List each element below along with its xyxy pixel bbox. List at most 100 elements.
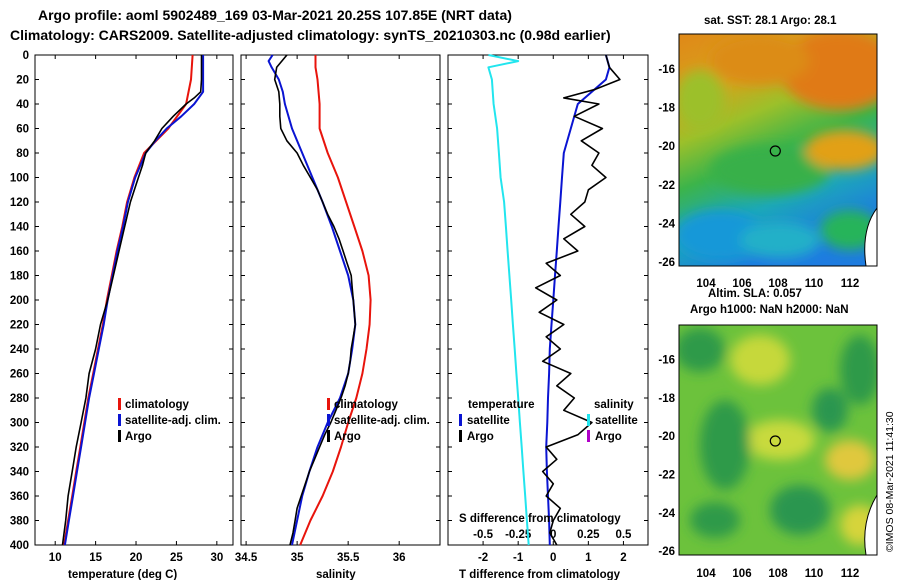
sst-map-y-tick-label: -26 [658, 257, 675, 269]
sst-map-x-tick-label: 112 [841, 278, 860, 290]
salinity-xlabel: salinity [316, 569, 356, 580]
sla-map-frame [678, 324, 878, 556]
legend-label-climatology: climatology [334, 399, 399, 411]
figure-title-line2: Climatology: CARS2009. Satellite-adjuste… [10, 27, 611, 43]
sst-map-y-tick-label: -22 [658, 180, 675, 192]
difference-x-tick-label: 0 [550, 552, 556, 564]
figure-title-line1: Argo profile: aoml 5902489_169 03-Mar-20… [38, 7, 512, 23]
legend-label-s-satellite: satellite [595, 415, 638, 427]
y-tick-label: 340 [10, 467, 29, 479]
legend-label-satellite: satellite-adj. clim. [334, 415, 430, 427]
sla-map-y-tick-label: -26 [658, 546, 675, 558]
legend-swatch-t-satellite [459, 414, 462, 426]
difference-legend: temperature satellite Argo salinity sate… [459, 399, 638, 443]
legend-label-t-argo: Argo [467, 431, 494, 443]
legend-swatch-argo [118, 430, 121, 442]
sla-low-patch [770, 485, 830, 535]
temperature-panel-frame [34, 54, 234, 546]
sst-map-frame [678, 33, 878, 267]
salinity-series-climatology [299, 55, 372, 546]
y-tick-label: 300 [10, 418, 29, 430]
y-tick-label: 120 [10, 197, 29, 209]
sla-high-patch [825, 440, 875, 480]
salinity-panel-frame [240, 54, 441, 546]
sla-high-patch [730, 335, 790, 385]
sla-map-y-tick-label: -20 [658, 431, 675, 443]
sst-mid-patch [710, 145, 830, 195]
difference-top-tick-label: 0 [550, 529, 556, 541]
sst-map-x-tick-label: 106 [732, 278, 751, 290]
sla-map-y-tick-label: -18 [658, 393, 675, 405]
sla-low-patch [690, 502, 740, 538]
salinity-x-tick-label: 36 [393, 552, 406, 564]
y-tick-label: 360 [10, 491, 29, 503]
temperature-series-satellite-adj-clim- [63, 55, 205, 546]
sst-map-x-tick-label: 104 [696, 278, 716, 290]
temperature-x-tick-label: 25 [170, 552, 183, 564]
credit-timestamp: ©IMOS 08-Mar-2021 11:41:30 [884, 411, 896, 552]
difference-x-tick-label: 1 [585, 552, 592, 564]
difference-panel-frame [447, 54, 649, 546]
legend-swatch-satellite [118, 414, 121, 426]
difference-x-tick-label: 2 [620, 552, 626, 564]
y-tick-label: 260 [10, 369, 29, 381]
sla-map-x-tick-label: 104 [696, 568, 716, 580]
sla-low-patch [840, 335, 877, 405]
y-tick-label: 20 [16, 75, 29, 87]
temperature-legend: climatology satellite-adj. clim. Argo [118, 398, 221, 443]
difference-top-tick-label: -0.5 [473, 529, 493, 541]
difference-top-tick-label: 0.5 [615, 529, 632, 541]
sst-argo-location-marker [769, 145, 781, 157]
temperature-x-tick-label: 10 [49, 552, 62, 564]
difference-series-s-satellite [487, 54, 530, 546]
sla-map-x-tick-label: 112 [841, 568, 860, 580]
y-tick-label: 60 [16, 124, 29, 136]
y-tick-label: 380 [10, 516, 29, 528]
legend-swatch-t-argo [459, 430, 462, 442]
sst-warm-patch [710, 35, 810, 85]
series-layer [61, 54, 621, 546]
legend-swatch-climatology [118, 398, 121, 410]
sst-cool-patch [679, 210, 765, 260]
legend-swatch-climatology [327, 398, 330, 410]
legend-label-satellite: satellite-adj. clim. [125, 415, 221, 427]
sla-map-title: Altim. SLA: 0.057 [708, 288, 802, 300]
temperature-x-tick-label: 15 [89, 552, 102, 564]
salinity-x-tick-label: 35.5 [337, 552, 360, 564]
difference-top-tick-label: -0.25 [505, 529, 532, 541]
y-tick-label: 200 [10, 295, 29, 307]
y-tick-label: 240 [10, 344, 29, 356]
salinity-series-argo [273, 54, 357, 546]
sla-map-y-tick-label: -16 [658, 355, 675, 367]
legend-swatch-s-satellite [587, 414, 590, 426]
y-tick-label: 400 [10, 540, 29, 552]
sst-mid-patch [820, 210, 877, 250]
difference-top-tick-label: 0.25 [577, 529, 600, 541]
sla-low-patch [700, 400, 750, 490]
y-tick-label: 140 [10, 222, 29, 234]
sla-map-y-tick-label: -22 [658, 470, 675, 482]
salinity-x-tick-label: 35 [291, 552, 304, 564]
salinity-legend: climatology satellite-adj. clim. Argo [327, 398, 430, 443]
y-tick-label: 160 [10, 246, 29, 258]
temperature-x-tick-label: 20 [130, 552, 143, 564]
difference-series-t-argo [534, 54, 621, 546]
temperature-series-argo [61, 55, 203, 546]
salinity-series-satellite-adj-clim- [267, 54, 357, 546]
y-tick-label: 80 [16, 148, 29, 160]
difference-x-tick-label: -2 [478, 552, 488, 564]
legend-swatch-s-argo [587, 430, 590, 442]
temperature-series-climatology [63, 54, 194, 546]
sla-map-x-tick-label: 106 [732, 568, 751, 580]
legend-swatch-satellite [327, 414, 330, 426]
sst-map-x-tick-label: 110 [805, 278, 824, 290]
y-tick-label: 180 [10, 271, 29, 283]
temperature-xlabel: temperature (deg C) [68, 569, 177, 580]
sla-map-y-tick-label: -24 [658, 508, 675, 520]
y-tick-label: 280 [10, 393, 29, 405]
sst-map-y-tick-label: -24 [658, 218, 675, 230]
sst-warm-patch [805, 130, 877, 170]
y-tick-label: 40 [16, 99, 29, 111]
legend-heading-salinity: salinity [594, 399, 634, 411]
